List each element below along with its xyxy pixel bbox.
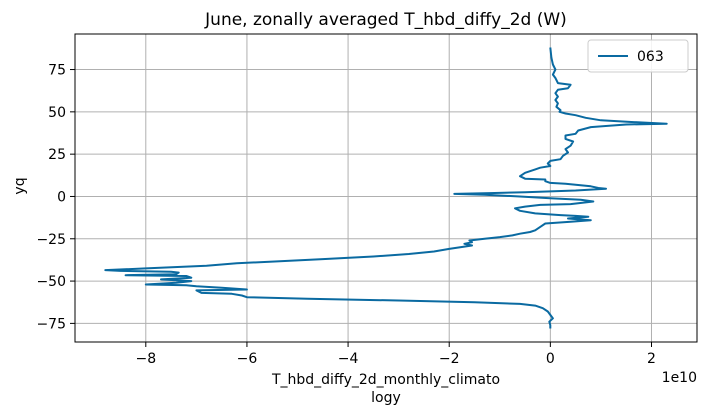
y-tick-label: −75: [36, 316, 66, 332]
y-tick-label: 25: [48, 147, 66, 163]
x-tick-label: −4: [338, 351, 359, 367]
legend: 063: [587, 39, 689, 73]
legend-label: 063: [637, 49, 664, 65]
x-tick-label: 2: [647, 351, 656, 367]
x-offset-text: 1e10: [662, 370, 697, 386]
x-axis-label-line2: logy: [371, 390, 401, 406]
y-tick-label: 0: [57, 189, 66, 205]
x-tick-label: −2: [439, 351, 460, 367]
x-axis-label: T_hbd_diffy_2d_monthly_climato: [271, 372, 500, 388]
legend-box: [587, 39, 689, 73]
plot-area: [104, 47, 668, 329]
series-line-063: [104, 47, 668, 329]
x-tick-label: −8: [135, 351, 156, 367]
y-tick-label: −50: [36, 274, 66, 290]
y-tick-label: 75: [48, 63, 66, 79]
y-axis-label: yq: [12, 177, 28, 194]
plot-frame: [74, 33, 698, 343]
x-tick-label: −6: [237, 351, 258, 367]
chart-title: June, zonally averaged T_hbd_diffy_2d (W…: [204, 10, 567, 30]
y-tick-label: −25: [36, 232, 66, 248]
x-tick-label: 0: [546, 351, 555, 367]
y-tick-label: 50: [48, 105, 66, 121]
axis-ticks: −8 −6 −4 −2 0 2 −75 −50 −25 0 25 50 75: [36, 63, 655, 367]
